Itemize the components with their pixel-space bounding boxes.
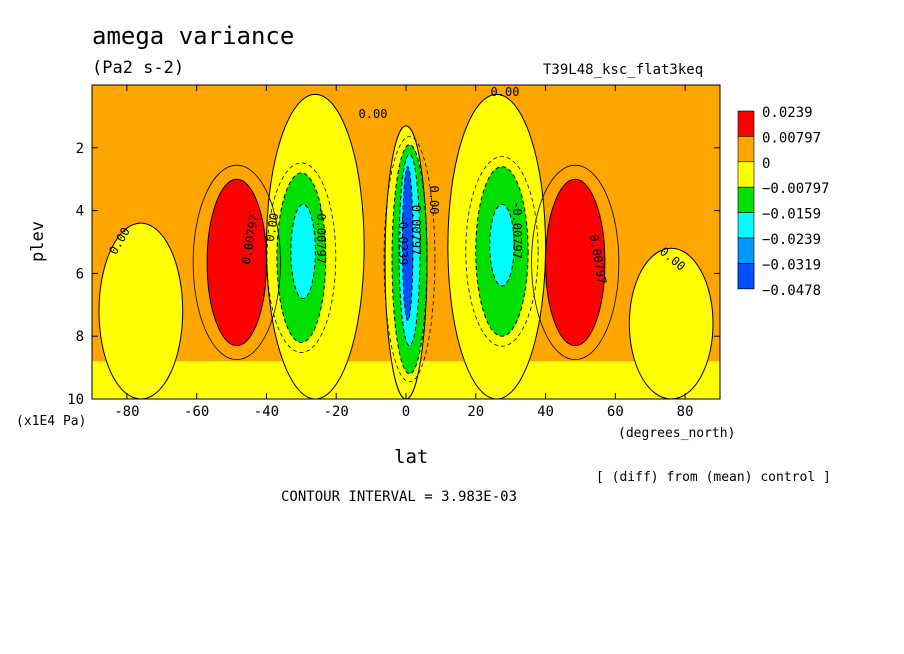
- y-tick-label: 2: [76, 141, 84, 157]
- y-axis-units: (x1E4 Pa): [16, 414, 87, 429]
- x-tick-label: -80: [114, 404, 139, 420]
- region-pos-large: [545, 178, 606, 347]
- region-neg-largest: [402, 166, 414, 322]
- contour-labels: 0.000.000.000.000.00797 0.007970.007970.0…: [106, 85, 688, 285]
- legend-label: −0.0478: [762, 283, 821, 299]
- contour-line: [266, 162, 337, 353]
- x-tick-label: -20: [324, 404, 349, 420]
- contour-label: 0.00: [359, 107, 388, 121]
- legend-swatch: [737, 237, 755, 264]
- contour-interval: CONTOUR INTERVAL = 3.983E-03: [281, 489, 518, 505]
- chart-title: amega variance: [92, 22, 295, 50]
- contour-label: 0.00: [491, 85, 520, 99]
- region-neg-small: [628, 247, 714, 399]
- region-neg-larger: [290, 203, 316, 300]
- legend-label: −0.00797: [762, 181, 829, 197]
- filled-contours: [92, 93, 720, 399]
- legend-swatch: [737, 186, 755, 213]
- x-tick-label: 20: [467, 404, 484, 420]
- legend-label: −0.0159: [762, 207, 821, 223]
- color-legend: 0.0239 0.00797 0 −0.00797 −0.0159 −0.0239 −0.0…: [737, 105, 829, 299]
- x-tick-label: 40: [537, 404, 554, 420]
- legend-label: −0.0239: [762, 232, 821, 248]
- run-label: T39L48_ksc_flat3keq: [543, 62, 704, 78]
- x-axis-title: lat: [394, 446, 429, 468]
- legend-label: 0.00797: [762, 130, 821, 146]
- y-tick-label: 10: [67, 392, 84, 408]
- region-pos-large: [206, 178, 267, 347]
- legend-label: −0.0319: [762, 257, 821, 273]
- contour-line: [531, 164, 620, 361]
- contour-label: 0.00: [427, 186, 441, 215]
- x-tick-label: -60: [184, 404, 209, 420]
- legend-swatch: [737, 161, 755, 188]
- y-tick-label: 8: [76, 329, 84, 345]
- x-axis-units: (degrees_north): [618, 426, 736, 441]
- legend-label: 0.0239: [762, 105, 813, 121]
- region-neg-larger: [489, 203, 515, 287]
- legend-swatch: [737, 110, 755, 137]
- contour-label: 0.00797: [409, 205, 423, 256]
- legend-swatch: [737, 263, 755, 290]
- axes: -80 -60 -40 -20 0 20 40 60 80 2 4 6 8 10: [67, 85, 720, 420]
- contour-line: [383, 136, 436, 383]
- legend-swatch: [737, 212, 755, 239]
- x-tick-label: 0: [402, 404, 410, 420]
- x-tick-label: -40: [254, 404, 279, 420]
- y-tick-label: 6: [76, 266, 84, 282]
- contour-label: -0.00797: [510, 201, 524, 259]
- contour-line: [192, 164, 281, 361]
- chart-units: (Pa2 s-2): [92, 58, 185, 78]
- diff-note: [ (diff) from (mean) control ]: [596, 470, 831, 485]
- x-tick-label: 60: [607, 404, 624, 420]
- legend-label: 0: [762, 156, 770, 172]
- legend-swatch: [737, 136, 755, 163]
- contour-label: -0.00797: [314, 206, 328, 264]
- contour-line: [465, 156, 539, 347]
- y-tick-label: 4: [76, 204, 84, 220]
- contour-label: 0.00: [263, 212, 282, 243]
- contour-label: -0.0239: [396, 215, 410, 266]
- contour-lines: [192, 136, 620, 383]
- x-tick-label: 80: [677, 404, 694, 420]
